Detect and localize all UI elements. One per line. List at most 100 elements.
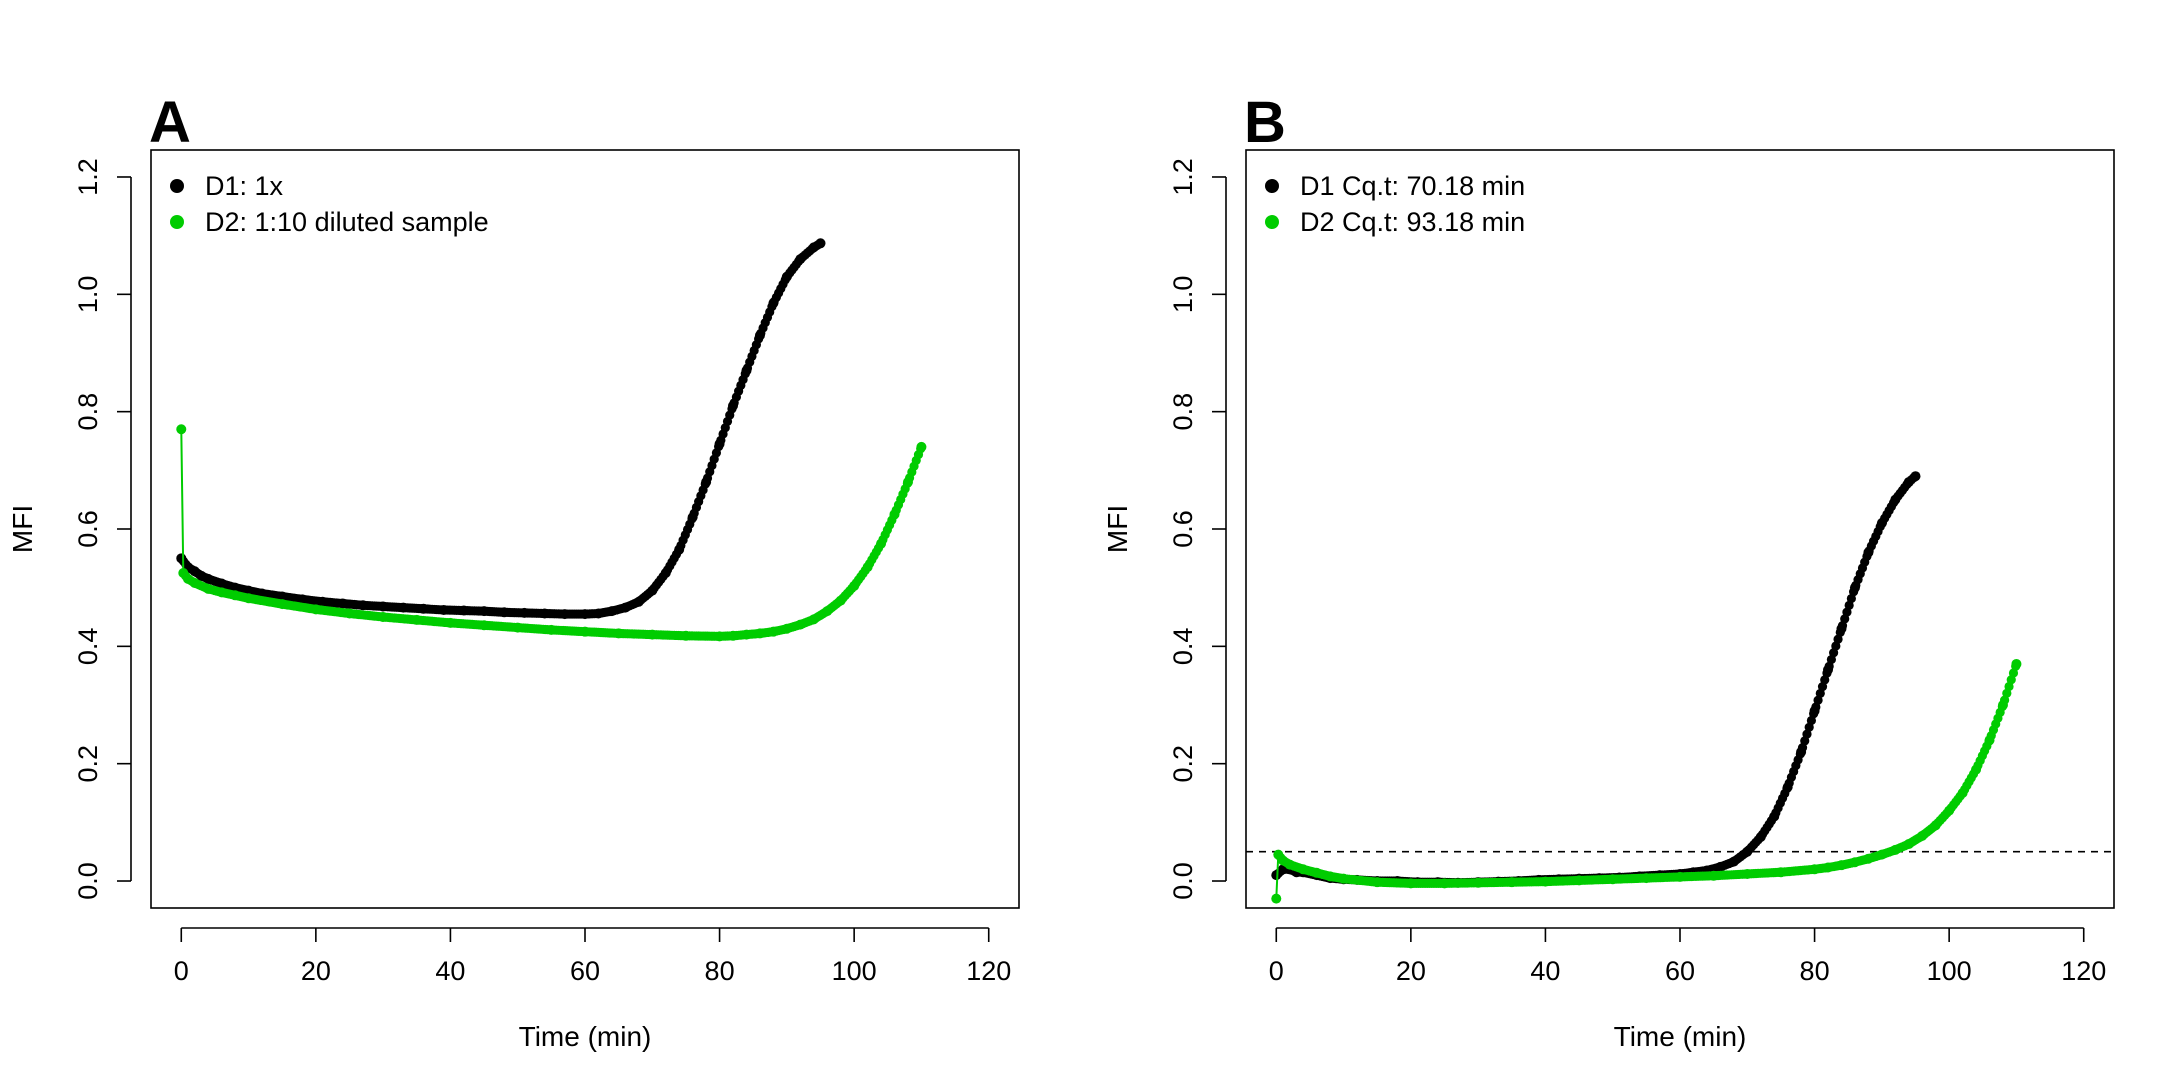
data-point (1298, 864, 1309, 875)
data-point (674, 544, 685, 555)
data-point (795, 619, 806, 630)
data-point (902, 477, 913, 488)
data-point (1910, 471, 1921, 482)
x-tick-label: 40 (1530, 956, 1560, 986)
data-point (1849, 857, 1860, 868)
data-point (216, 587, 227, 598)
data-point (916, 441, 927, 452)
data-point (1506, 877, 1517, 888)
legend-label-d2: D2 Cq.t: 93.18 min (1300, 207, 1525, 237)
data-point (660, 568, 671, 579)
data-point (243, 593, 254, 604)
data-point (337, 598, 348, 609)
data-point (398, 602, 409, 613)
data-point (1849, 582, 1860, 593)
data-point (680, 630, 691, 641)
legend-label-d2: D2: 1:10 diluted sample (205, 207, 489, 237)
y-tick-label: 0.0 (73, 862, 103, 900)
plot-area-b (1246, 471, 2114, 904)
data-point (1607, 874, 1618, 885)
data-point (1823, 664, 1834, 675)
data-point (620, 602, 631, 613)
data-point (1863, 853, 1874, 864)
data-point (189, 577, 200, 588)
data-point (203, 583, 214, 594)
y-axis-title-b: MFI (1102, 505, 1133, 553)
x-tick-label: 60 (1665, 956, 1695, 986)
data-point (1917, 830, 1928, 841)
data-point (1728, 856, 1739, 867)
data-point (297, 594, 308, 605)
plot-frame-a (150, 149, 1020, 909)
series-line (1275, 475, 1917, 884)
data-point (1775, 867, 1786, 878)
data-point (795, 254, 806, 265)
data-point (310, 604, 321, 615)
data-point (378, 601, 389, 612)
data-point (519, 607, 530, 618)
legend-swatch-d1 (1265, 179, 1279, 193)
plot-area-a (176, 238, 927, 642)
data-point (1997, 700, 2008, 711)
data-point (580, 626, 590, 637)
y-tick-label: 0.2 (73, 745, 103, 783)
data-point (647, 585, 658, 596)
y-axis-a: 0.0 0.2 0.4 0.6 0.8 1.0 1.2 (73, 158, 132, 900)
data-point (277, 599, 288, 610)
data-point (1823, 862, 1834, 873)
data-point (822, 606, 833, 617)
data-point (344, 608, 355, 619)
data-point (1439, 878, 1450, 889)
x-tick-label: 20 (301, 956, 331, 986)
data-point (593, 608, 604, 619)
data-point (741, 629, 752, 640)
data-point (1930, 820, 1941, 831)
data-point (1284, 859, 1295, 870)
data-point (1957, 788, 1968, 799)
data-point (687, 512, 698, 523)
data-point (1540, 876, 1551, 887)
data-point (1405, 878, 1416, 889)
x-tick-label: 20 (1396, 956, 1426, 986)
legend-a: D1: 1x D2: 1:10 diluted sample (170, 171, 489, 237)
data-point (754, 330, 765, 341)
data-point (1809, 705, 1820, 716)
y-tick-label: 1.0 (73, 276, 103, 314)
data-point (862, 562, 873, 573)
y-tick-label: 1.2 (73, 158, 103, 196)
series-2 (1271, 658, 2022, 904)
data-point (458, 605, 469, 616)
data-point (781, 623, 792, 634)
data-point (815, 238, 826, 249)
x-axis-title-b: Time (min) (1614, 1021, 1747, 1052)
data-point (647, 629, 658, 640)
series-line (1275, 663, 2018, 899)
data-point (176, 424, 187, 435)
data-point (1372, 877, 1383, 888)
data-point (1863, 547, 1874, 558)
data-point (1836, 623, 1847, 634)
x-tick-label: 80 (1800, 956, 1830, 986)
data-point (781, 271, 792, 282)
x-tick-label: 80 (705, 956, 735, 986)
y-tick-label: 1.2 (1168, 158, 1198, 196)
x-tick-label: 100 (832, 956, 877, 986)
x-tick-label: 100 (1927, 956, 1972, 986)
data-point (754, 628, 765, 639)
data-point (1876, 518, 1887, 529)
data-point (1755, 832, 1766, 843)
x-tick-label: 0 (174, 956, 189, 986)
data-point (835, 595, 846, 606)
data-point (1574, 875, 1585, 886)
y-tick-label: 0.6 (73, 510, 103, 548)
data-point (580, 609, 590, 620)
data-point (1742, 846, 1753, 857)
x-tick-label: 60 (570, 956, 600, 986)
data-point (438, 604, 449, 615)
data-point (216, 578, 227, 589)
legend-swatch-d1 (170, 179, 184, 193)
x-tick-label: 0 (1269, 956, 1284, 986)
data-point (479, 606, 490, 617)
data-point (849, 580, 860, 591)
x-axis-b: 0 20 40 60 80 100 120 (1269, 927, 2106, 986)
